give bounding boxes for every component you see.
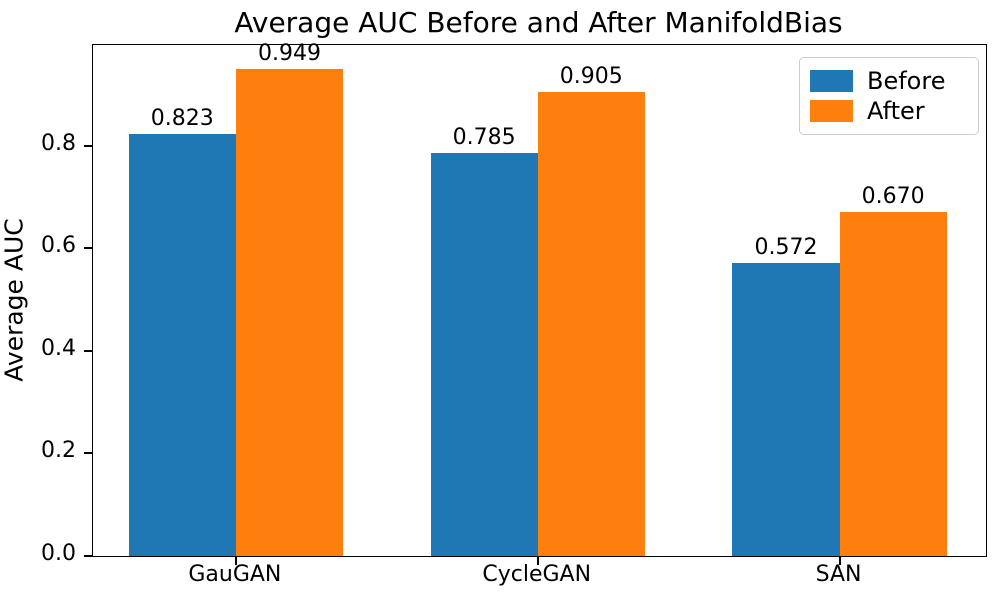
y-tick-mark	[84, 452, 92, 455]
y-tick-label: 0.6	[41, 233, 76, 259]
x-tick-label-san: SAN	[815, 562, 862, 587]
y-tick-mark	[84, 555, 92, 557]
bar-value-label: 0.572	[754, 234, 818, 260]
bar-value-label: 0.905	[559, 63, 623, 89]
bar-before-san	[732, 262, 840, 556]
y-tick-label: 0.8	[41, 130, 76, 156]
y-tick-label: 0.0	[41, 541, 76, 566]
bar-before-cyclegan	[430, 153, 538, 556]
y-tick-label: 0.2	[41, 438, 76, 464]
x-tick-mark	[234, 557, 237, 565]
y-tick-mark	[84, 247, 92, 250]
x-tick-label-cyclegan: CycleGAN	[482, 562, 592, 587]
bar-value-label: 0.949	[257, 41, 321, 67]
legend: Before After	[799, 57, 979, 135]
legend-entry-after: After	[810, 97, 968, 125]
y-tick-mark	[84, 349, 92, 352]
bar-after-gaugan	[235, 69, 344, 556]
bar-before-gaugan	[128, 133, 236, 556]
legend-swatch-before	[810, 70, 853, 92]
legend-entry-before: Before	[810, 67, 968, 95]
legend-swatch-after	[810, 100, 853, 122]
y-tick-label: 0.4	[41, 335, 76, 361]
legend-label-before: Before	[867, 67, 946, 95]
bar-after-cyclegan	[537, 91, 645, 556]
y-tick-mark	[84, 144, 92, 147]
x-tick-mark	[838, 557, 841, 565]
x-tick-mark	[536, 557, 539, 565]
bar-value-label: 0.785	[452, 125, 516, 151]
bar-value-label: 0.823	[150, 105, 214, 131]
chart-title: Average AUC Before and After ManifoldBia…	[234, 6, 843, 39]
legend-label-after: After	[867, 97, 925, 125]
bar-after-san	[839, 212, 947, 556]
bar-value-label: 0.670	[861, 184, 925, 210]
x-tick-label-gaugan: GauGAN	[188, 562, 282, 587]
